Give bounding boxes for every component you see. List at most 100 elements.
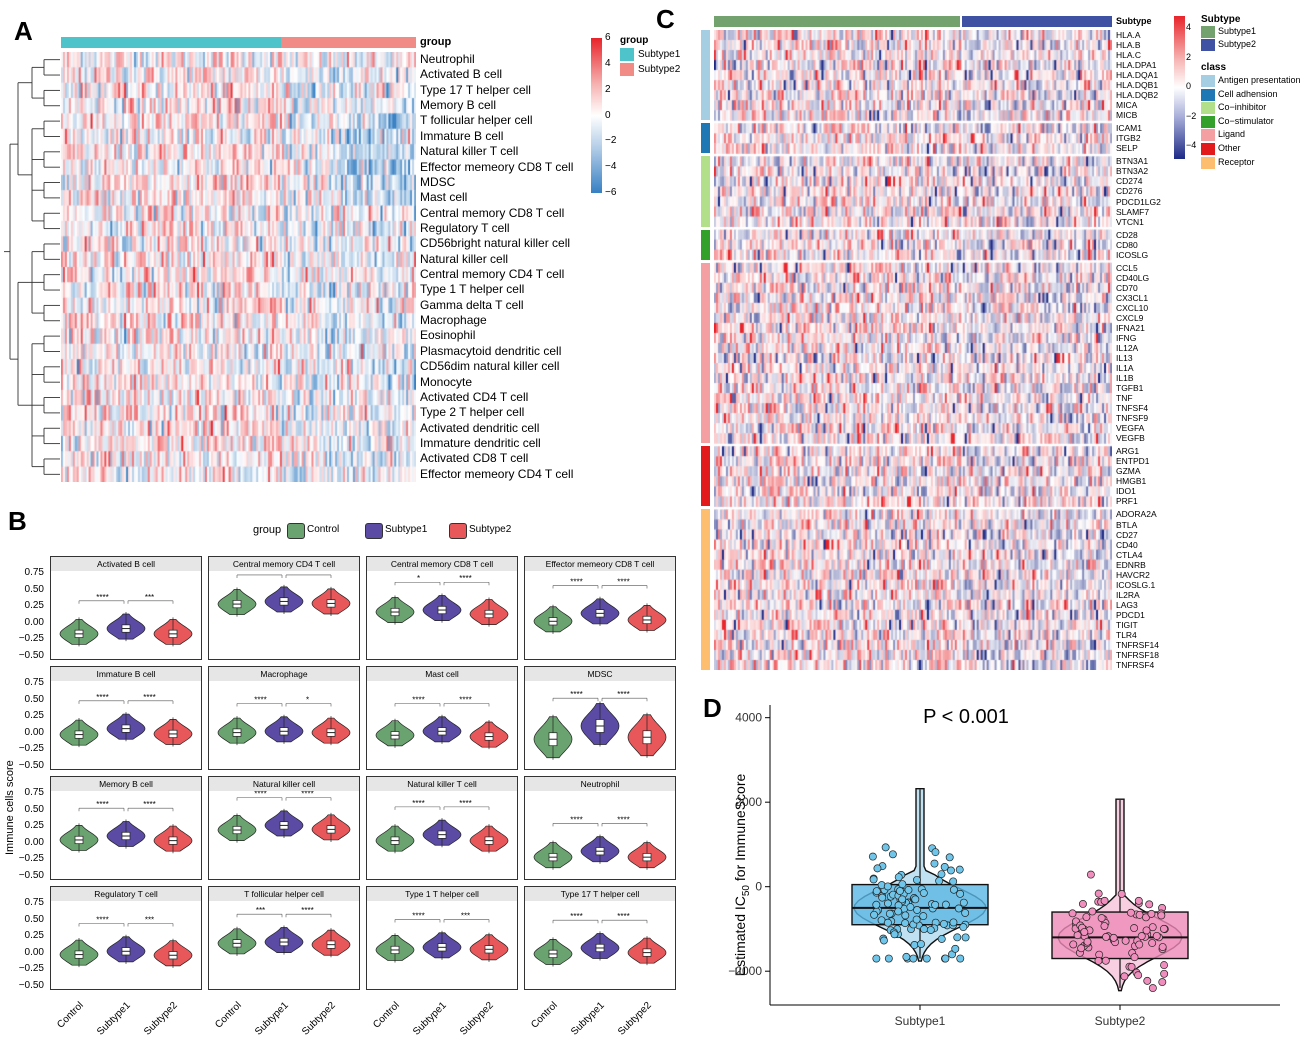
panel-b-xtick: Control bbox=[55, 1000, 86, 1031]
facet-svg: **** **** bbox=[533, 912, 667, 967]
panel-d-point bbox=[1117, 890, 1126, 898]
facet-ytick: 0.50 bbox=[24, 693, 44, 705]
panel-a-row-label: Regulatory T cell bbox=[420, 220, 510, 235]
panel-a-row-label: Activated CD4 T cell bbox=[420, 389, 529, 404]
facet-svg: **** ** bbox=[217, 567, 351, 617]
panel-d-point bbox=[959, 923, 968, 932]
facet-sig-2: * bbox=[306, 695, 309, 704]
panel-a-group-header: group bbox=[420, 36, 452, 48]
panel-d-point bbox=[1158, 978, 1167, 987]
facet-strip: Regulatory T cell bbox=[50, 886, 202, 902]
panel-c-gene-label: EDNRB bbox=[1116, 559, 1146, 570]
panel-b-xtick: Subtype2 bbox=[300, 1000, 338, 1038]
panel-d-point bbox=[911, 895, 920, 904]
panel-a-row-label: Activated dendritic cell bbox=[420, 420, 540, 435]
panel-b-xtick: Subtype2 bbox=[616, 1000, 654, 1038]
panel-b-facet-grid: Activated B cell **** *** 0.75 0.50 0.25 0.00−… bbox=[19, 556, 686, 996]
panel-d-point bbox=[961, 933, 970, 942]
panel-d-point bbox=[901, 919, 910, 928]
panel-a-colorbar-tick: −6 bbox=[605, 187, 617, 198]
panel-c-gene-label: CD276 bbox=[1116, 186, 1143, 197]
facet-sig-2: **** bbox=[617, 690, 629, 699]
panel-a-colorbar-tick: 0 bbox=[605, 109, 611, 121]
svg-text:Estimated IC50 for ImmuneScore: Estimated IC50 for ImmuneScore bbox=[732, 774, 752, 977]
panel-a-colorbar-tick: 6 bbox=[605, 32, 611, 43]
panel-c-legend-class-label: Cell adhension bbox=[1218, 88, 1278, 99]
panel-c-class-bar bbox=[701, 30, 710, 670]
facet-svg: ***** bbox=[217, 695, 351, 746]
panel-c-gene-label: IL1A bbox=[1116, 363, 1134, 374]
panel-d-point bbox=[894, 873, 903, 882]
panel-label-a: A bbox=[14, 16, 33, 46]
facet-sig-2: **** bbox=[617, 578, 629, 587]
panel-d-point bbox=[1137, 932, 1146, 941]
panel-d-annotation: P < 0.001 bbox=[923, 706, 1009, 728]
panel-d-point bbox=[896, 887, 904, 895]
panel-b-legend-title: group bbox=[253, 524, 282, 536]
panel-d-box bbox=[1051, 911, 1189, 960]
panel-b-xtick: Subtype2 bbox=[142, 1000, 180, 1038]
facet-ytick: 0.75 bbox=[24, 677, 44, 688]
panel-c-gene-label: ARG1 bbox=[1116, 446, 1140, 457]
facet-panel: Type 17 T helper cell **** **** bbox=[524, 886, 676, 990]
panel-a-row-label: Effector memeory CD8 T cell bbox=[420, 159, 574, 174]
panel-d-point bbox=[1147, 909, 1156, 918]
panel-d-point bbox=[919, 912, 928, 921]
panel-a-colorbar-ticks: 6 4 2 0 −2 −4 −6 bbox=[605, 32, 625, 198]
facet-plot: ******* bbox=[50, 571, 202, 660]
panel-d-point bbox=[883, 918, 892, 927]
panel-d-point bbox=[945, 853, 954, 862]
panel-c-subtype-bar-2 bbox=[962, 16, 1112, 27]
panel-label-d: D bbox=[703, 693, 722, 723]
panel-d-point bbox=[901, 911, 910, 920]
facet-plot: ******* bbox=[50, 901, 202, 990]
panel-d-point bbox=[912, 915, 921, 924]
facet-ytick: −0.25 bbox=[18, 743, 44, 755]
panel-a-legend-label-1: Subtype1 bbox=[638, 49, 681, 60]
panel-d-point bbox=[917, 940, 925, 948]
panel-d-point bbox=[1109, 933, 1118, 942]
panel-d-point bbox=[937, 935, 946, 943]
panel-d-point bbox=[1094, 956, 1103, 965]
panel-d-point bbox=[955, 865, 964, 874]
panel-a-legend-label-2: Subtype2 bbox=[638, 64, 681, 75]
panel-d-point bbox=[1148, 939, 1157, 947]
panel-a-legend-title: group bbox=[620, 35, 649, 46]
panel-label-c: C bbox=[656, 4, 675, 34]
facet-sig-1: *** bbox=[256, 906, 265, 915]
panel-d-point bbox=[1160, 969, 1169, 978]
panel-a-legend-swatch-2 bbox=[620, 63, 634, 76]
panel-c-gene-label: TNFRSF14 bbox=[1116, 639, 1159, 650]
facet-ytick: 0.25 bbox=[24, 710, 44, 722]
panel-a-row-label: Immature dendritic cell bbox=[420, 435, 541, 450]
facet-ytick: 0.50 bbox=[24, 583, 44, 595]
facet-plot: ***** bbox=[208, 681, 360, 770]
panel-c-colorbar bbox=[1174, 16, 1185, 159]
panel-c-gene-label: ICOSLG bbox=[1116, 249, 1149, 260]
facet-strip: Central memory CD4 T cell bbox=[208, 556, 360, 572]
facet-plot: **** **** bbox=[50, 681, 202, 770]
panel-c-gene-label: PRF1 bbox=[1116, 496, 1138, 507]
panel-c-gene-label: CD70 bbox=[1116, 282, 1138, 293]
panel-d-point bbox=[909, 954, 918, 963]
panel-b-xtick: Subtype2 bbox=[458, 1000, 496, 1038]
panel-c-gene-label: BTN3A1 bbox=[1116, 156, 1149, 167]
panel-c-gene-label: VEGFA bbox=[1116, 423, 1145, 434]
panel-d-point bbox=[1130, 924, 1139, 933]
panel-d-point bbox=[890, 930, 899, 939]
facet-strip: Immature B cell bbox=[50, 666, 202, 682]
panel-c-colorbar-tick: 0 bbox=[1186, 81, 1192, 91]
panel-d-point bbox=[1100, 896, 1109, 905]
panel-c-subtype-bar-1 bbox=[714, 16, 960, 27]
panel-c-gene-label: CD80 bbox=[1116, 239, 1138, 250]
facet-svg: **** **** bbox=[59, 800, 193, 854]
panel-d-point bbox=[873, 864, 882, 873]
panel-d-point bbox=[1082, 913, 1091, 921]
facet-svg: **** **** bbox=[533, 815, 667, 870]
panel-d-point bbox=[940, 863, 949, 871]
facet-plot: ******* bbox=[366, 901, 518, 990]
facet-ytick: 0.00 bbox=[24, 946, 44, 958]
facet-strip: Type 1 T helper cell bbox=[366, 886, 518, 902]
panel-d-point bbox=[1100, 922, 1109, 930]
panel-c-colorbar-ticks: 4 2 0 −2 −4 bbox=[1186, 16, 1202, 159]
